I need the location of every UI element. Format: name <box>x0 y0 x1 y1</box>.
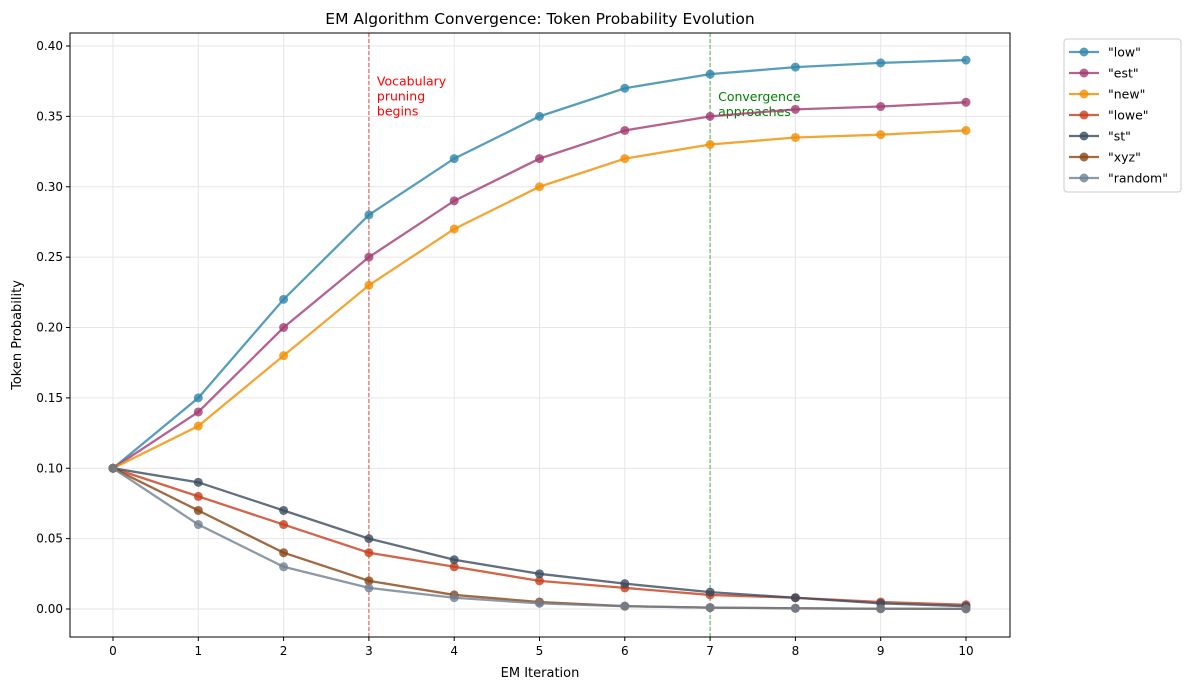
legend-marker <box>1079 47 1089 57</box>
legend-label: "new" <box>1108 87 1145 102</box>
data-point <box>876 58 886 68</box>
legend-marker <box>1079 152 1089 162</box>
data-point <box>961 97 971 107</box>
data-point <box>279 548 289 558</box>
data-point <box>705 603 715 613</box>
legend-marker <box>1079 89 1089 99</box>
data-point <box>961 604 971 614</box>
data-point <box>193 520 203 530</box>
data-point <box>620 154 630 164</box>
data-point <box>364 280 374 290</box>
y-tick-label: 0.25 <box>36 250 63 264</box>
legend-marker <box>1079 173 1089 183</box>
data-point <box>535 182 544 192</box>
data-point <box>620 579 630 589</box>
data-point <box>535 576 544 586</box>
legend-marker <box>1079 68 1089 78</box>
x-tick-label: 0 <box>109 644 117 658</box>
data-point <box>705 587 715 597</box>
data-point <box>279 351 289 361</box>
y-tick-label: 0.40 <box>36 39 63 53</box>
data-point <box>193 491 203 501</box>
data-point <box>449 593 459 603</box>
data-point <box>279 323 289 332</box>
data-point <box>535 598 544 608</box>
data-point <box>193 421 203 431</box>
data-point <box>279 505 289 515</box>
data-point <box>535 569 544 579</box>
data-point <box>279 520 289 530</box>
data-point <box>449 555 459 565</box>
data-point <box>961 125 971 135</box>
y-tick-label: 0.05 <box>36 532 63 546</box>
data-point <box>364 548 374 558</box>
legend-label: "st" <box>1108 129 1131 144</box>
data-point <box>449 562 459 572</box>
annotation-text: Vocabulary pruning begins <box>377 73 447 118</box>
x-tick-label: 8 <box>792 644 800 658</box>
data-point <box>193 477 203 487</box>
x-tick-label: 9 <box>877 644 885 658</box>
legend-label: "est" <box>1108 66 1139 81</box>
legend-box <box>1063 38 1182 193</box>
data-point <box>876 130 886 140</box>
y-tick-label: 0.00 <box>36 602 63 616</box>
data-point <box>279 562 289 572</box>
y-tick-label: 0.30 <box>36 180 63 194</box>
x-tick-label: 2 <box>280 644 288 658</box>
data-point <box>535 154 544 164</box>
data-point <box>876 604 886 614</box>
data-point <box>279 294 289 304</box>
legend-label: "xyz" <box>1108 150 1141 165</box>
y-tick-label: 0.10 <box>36 461 63 475</box>
x-tick-label: 5 <box>536 644 544 658</box>
data-point <box>364 252 374 262</box>
data-point <box>364 583 374 593</box>
data-point <box>620 601 630 611</box>
plot-frame <box>69 32 1011 638</box>
chart-title: EM Algorithm Convergence: Token Probabil… <box>325 10 754 28</box>
x-tick-label: 10 <box>958 644 973 658</box>
legend-marker <box>1079 131 1089 141</box>
data-point <box>790 132 800 142</box>
data-point <box>705 111 715 121</box>
legend-label: "lowe" <box>1108 108 1149 123</box>
data-point <box>193 393 203 403</box>
data-point <box>705 140 715 150</box>
data-point <box>449 224 459 234</box>
data-point <box>535 111 544 121</box>
data-point <box>876 102 886 112</box>
data-point <box>364 534 374 544</box>
data-point <box>620 83 630 93</box>
data-point <box>108 463 118 473</box>
legend-label: "low" <box>1108 45 1141 60</box>
legend: "low" "est" "new" "lowe" "st" "xyz" "random" <box>1063 38 1182 193</box>
x-tick-label: 7 <box>706 644 714 658</box>
legend-marker <box>1079 110 1089 120</box>
data-point <box>364 210 374 220</box>
data-point <box>449 196 459 206</box>
y-tick-label: 0.15 <box>36 391 63 405</box>
data-point <box>961 55 971 65</box>
x-axis-label: EM Iteration <box>501 666 580 681</box>
data-point <box>364 576 374 586</box>
x-tick-label: 3 <box>365 644 373 658</box>
data-point <box>193 505 203 515</box>
data-point <box>705 69 715 79</box>
y-tick-label: 0.35 <box>36 109 63 123</box>
x-tick-label: 4 <box>450 644 458 658</box>
y-axis-label: Token Probability <box>10 280 25 391</box>
data-point <box>790 603 800 613</box>
x-tick-label: 6 <box>621 644 629 658</box>
data-point <box>790 593 800 603</box>
legend-label: "random" <box>1108 171 1168 186</box>
data-point <box>790 104 800 114</box>
data-point <box>790 62 800 72</box>
data-point <box>449 154 459 164</box>
data-point <box>620 125 630 135</box>
x-tick-label: 1 <box>194 644 202 658</box>
y-tick-label: 0.20 <box>36 321 63 335</box>
data-point <box>193 407 203 417</box>
